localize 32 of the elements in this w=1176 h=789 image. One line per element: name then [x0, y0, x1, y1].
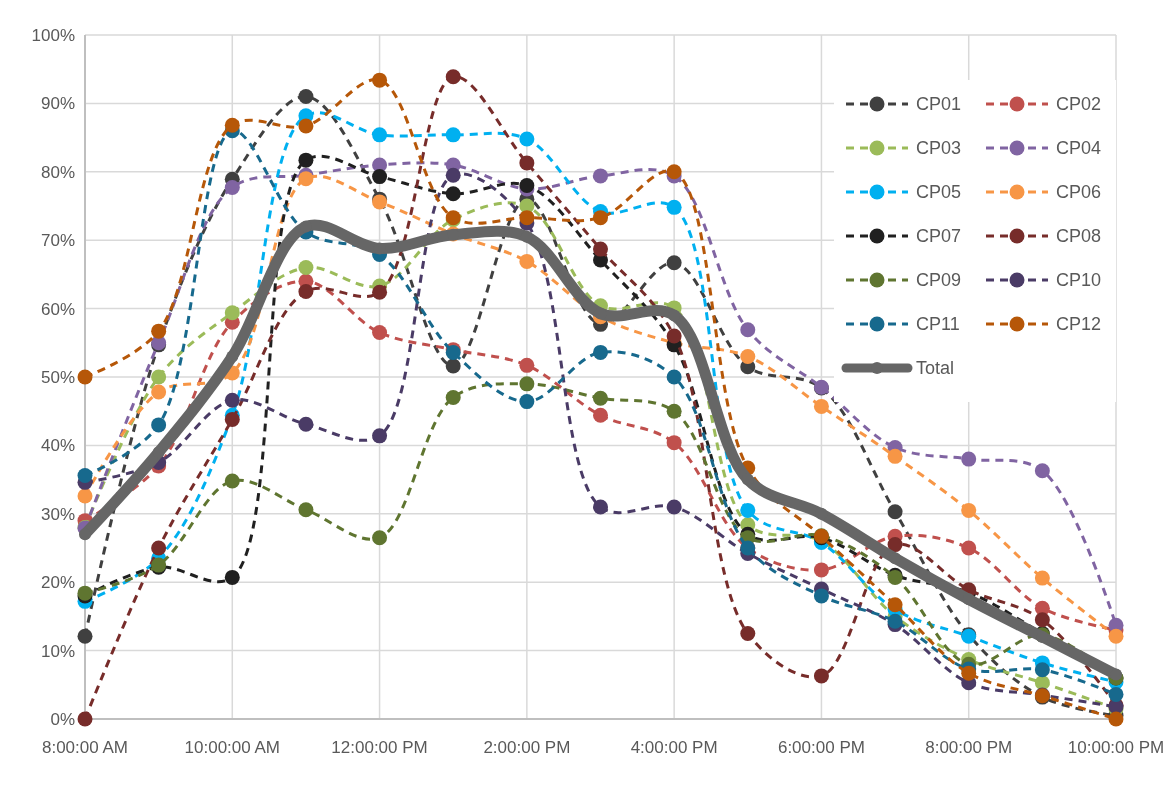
x-tick-label: 4:00:00 PM: [630, 738, 718, 757]
x-tick-label: 8:00:00 AM: [41, 738, 129, 757]
legend-label: CP05: [916, 182, 962, 203]
legend-label: CP01: [916, 94, 962, 115]
y-tick-label: 20%: [40, 573, 75, 593]
x-tick-label: 12:00:00 PM: [331, 738, 428, 757]
legend-label: CP04: [1056, 138, 1102, 159]
y-tick-label: 90%: [40, 94, 75, 114]
legend-label: CP10: [1056, 270, 1102, 291]
legend-label: CP09: [916, 270, 962, 291]
y-tick-label: 40%: [40, 436, 75, 456]
legend-label: CP12: [1056, 314, 1102, 335]
x-tick-label: 6:00:00 PM: [777, 738, 865, 757]
x-tick-label: 2:00:00 PM: [483, 738, 571, 757]
legend-label: CP03: [916, 138, 962, 159]
legend-label: Total: [916, 358, 955, 379]
y-tick-label: 70%: [40, 231, 75, 251]
legend-label: CP08: [1056, 226, 1102, 247]
x-tick-label: 10:00:00 PM: [1067, 738, 1165, 757]
x-tick-label: 8:00:00 PM: [925, 738, 1013, 757]
legend-label: CP07: [916, 226, 962, 247]
y-tick-label: 0%: [50, 709, 75, 729]
y-tick-label: 100%: [31, 25, 75, 45]
y-tick-label: 10%: [40, 641, 75, 661]
y-tick-label: 60%: [40, 299, 75, 319]
legend-label: CP02: [1056, 94, 1102, 115]
legend-label: CP06: [1056, 182, 1102, 203]
y-tick-label: 30%: [40, 504, 75, 524]
y-tick-label: 80%: [40, 162, 75, 182]
x-tick-label: 10:00:00 AM: [184, 738, 281, 757]
legend-label: CP11: [916, 314, 960, 335]
y-tick-label: 50%: [40, 367, 75, 387]
